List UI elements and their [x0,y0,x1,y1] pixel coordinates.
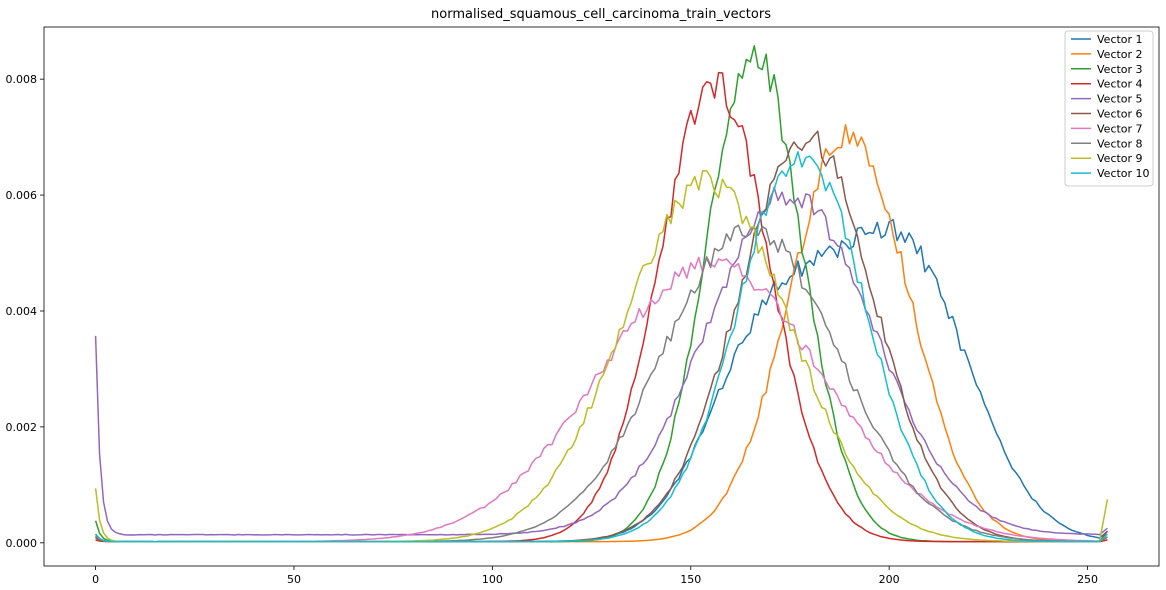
x-axis-ticks: 0 50 100 150 200 250 [92,566,1098,586]
legend-label: Vector 6 [1097,108,1143,121]
legend-label: Vector 8 [1097,137,1143,150]
y-tick-label: 0.006 [6,189,38,202]
y-tick-label: 0.000 [6,537,38,550]
series-line-2 [95,124,1108,543]
y-axis-ticks: 0.000 0.002 0.004 0.006 0.008 [6,73,44,550]
chart-title: normalised_squamous_cell_carcinoma_train… [431,7,771,22]
y-tick-label: 0.002 [6,421,38,434]
legend-label: Vector 10 [1097,167,1150,180]
legend-label: Vector 3 [1097,63,1143,76]
legend-label: Vector 7 [1097,122,1143,135]
y-tick-label: 0.004 [6,305,38,318]
series-line-8 [95,224,1108,543]
series-line-10 [95,151,1108,543]
x-tick-label: 50 [287,573,301,586]
y-tick-label: 0.008 [6,73,38,86]
plot-frame [43,26,1160,567]
legend-label: Vector 2 [1097,48,1143,61]
legend: Vector 1 Vector 2 Vector 3 Vector 4 Vector 5… [1064,30,1154,187]
series-line-4 [95,71,1108,543]
x-tick-label: 0 [92,573,99,586]
x-tick-label: 250 [1077,573,1098,586]
x-tick-label: 100 [482,573,503,586]
legend-box [1064,30,1154,187]
series-line-6 [95,130,1109,543]
series-layer [94,45,1109,543]
legend-label: Vector 5 [1097,93,1143,106]
x-tick-label: 200 [879,573,900,586]
series-line-3 [94,45,1108,543]
legend-label: Vector 9 [1097,152,1143,165]
series-line-7 [95,255,1108,543]
legend-label: Vector 1 [1097,33,1143,46]
series-line-5 [94,186,1108,536]
series-line-1 [95,218,1108,543]
x-tick-label: 150 [680,573,701,586]
legend-label: Vector 4 [1097,78,1143,91]
